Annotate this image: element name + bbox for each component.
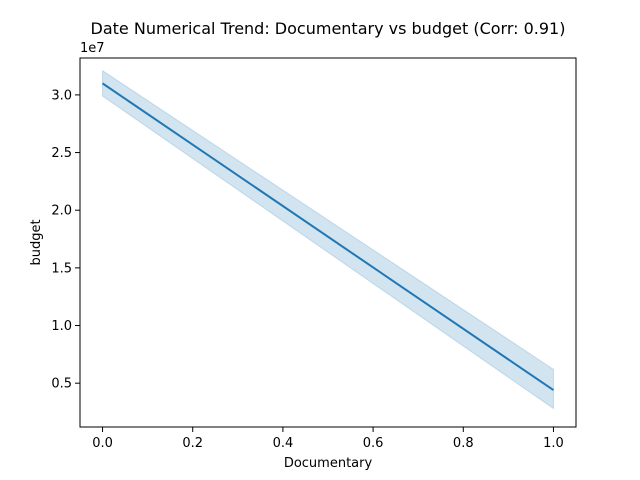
x-tick-label: 0.8 xyxy=(453,436,474,451)
y-tick-label: 3.0 xyxy=(51,88,72,103)
x-axis-label: Documentary xyxy=(284,456,373,471)
y-tick-label: 2.5 xyxy=(51,146,72,161)
x-tick-label: 0.4 xyxy=(273,436,294,451)
y-tick-label: 2.0 xyxy=(51,204,72,219)
confidence-band-0 xyxy=(102,69,554,410)
y-tick-label: 1.0 xyxy=(51,319,72,334)
x-tick-label: 0.2 xyxy=(182,436,203,451)
y-tick-label: 0.5 xyxy=(51,377,72,392)
chart-title: Date Numerical Trend: Documentary vs bud… xyxy=(91,19,566,38)
x-tick-label: 0.0 xyxy=(92,436,113,451)
y-tick-label: 1.5 xyxy=(51,261,72,276)
y-axis-label: budget xyxy=(29,219,44,265)
x-tick-label: 1.0 xyxy=(543,436,564,451)
series-line-0 xyxy=(101,82,555,391)
plot-frame xyxy=(79,57,577,428)
x-tick-label: 0.6 xyxy=(363,436,384,451)
y-offset-label: 1e7 xyxy=(80,41,105,56)
